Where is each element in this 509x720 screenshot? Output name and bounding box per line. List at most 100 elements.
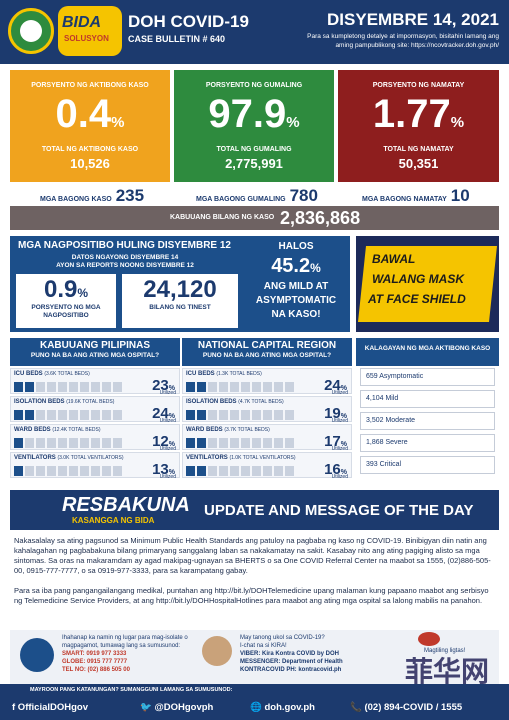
- bulletin-date: DISYEMBRE 14, 2021: [327, 10, 499, 29]
- bar-segment: [263, 382, 272, 392]
- bar-segment: [91, 438, 100, 448]
- bar-segment: [102, 466, 111, 476]
- bar-segment: [91, 466, 100, 476]
- bar-segment: [219, 410, 228, 420]
- bar-segment: [274, 410, 283, 420]
- bar-segment: [14, 438, 23, 448]
- bed-row: VENTILATORS (1.0K TOTAL VENTILATORS) 16% U…: [182, 452, 352, 480]
- bar-segment: [186, 382, 195, 392]
- bed-label: WARD BEDS (3.7K TOTAL BEDS): [186, 427, 270, 433]
- bar-segment: [230, 410, 239, 420]
- update-banner: RESBAKUNA KASANGGA NG BIDA UPDATE AND ME…: [10, 490, 499, 530]
- active-pct: 0.4%: [55, 92, 125, 136]
- new-deaths: MGA BAGONG NAMATAY 10: [362, 186, 470, 205]
- bida-logo: BIDA SOLUSYON: [58, 6, 122, 56]
- asymptomatic-callout: HALOS 45.2% ANG MILD AT ASYMPTOMATIC NA …: [255, 241, 337, 320]
- bar-segment: [69, 466, 78, 476]
- doh-logo-icon: [418, 632, 440, 646]
- bar-segment: [14, 382, 23, 392]
- bulletin-number: CASE BULLETIN # 640: [128, 34, 226, 44]
- website-link[interactable]: 🌐 doh.gov.ph: [250, 702, 315, 713]
- bar-segment: [113, 410, 122, 420]
- bed-label: ICU BEDS (3.6K TOTAL BEDS): [14, 371, 90, 377]
- active-total: 10,526: [70, 156, 110, 171]
- bar-segment: [263, 410, 272, 420]
- bed-label: WARD BEDS (12.4K TOTAL BEDS): [14, 427, 101, 433]
- one-covid-icon: [20, 638, 54, 672]
- bar-segment: [186, 410, 195, 420]
- footer-bar: f OfficialDOHgov 🐦 @DOHgovph 🌐 doh.gov.p…: [0, 696, 509, 720]
- bar-segment: [197, 438, 206, 448]
- bar-segment: [263, 438, 272, 448]
- severity-row: 3,502 Moderate: [360, 412, 495, 430]
- severity-row: 1,868 Severe: [360, 434, 495, 452]
- hotline-link[interactable]: 📞 (02) 894-COVID / 1555: [350, 702, 463, 713]
- bar-segment: [102, 410, 111, 420]
- facebook-link[interactable]: f OfficialDOHgov: [12, 702, 89, 713]
- update-paragraph-2: Para sa iba pang pangangailangang medika…: [14, 586, 489, 605]
- bar-segment: [230, 438, 239, 448]
- bar-segment: [208, 410, 217, 420]
- bar-segment: [208, 438, 217, 448]
- positivity-rate-card: 0.9% PORSYENTO NG MGA NAGPOSITIBO: [16, 274, 116, 328]
- bar-segment: [252, 438, 261, 448]
- bar-segment: [113, 438, 122, 448]
- utilization-bars: [186, 466, 302, 476]
- bar-segment: [241, 466, 250, 476]
- bar-segment: [186, 438, 195, 448]
- bed-label: ISOLATION BEDS (4.7K TOTAL BEDS): [186, 399, 284, 405]
- header-note: Para sa kumpletong detalye at impormasyo…: [307, 33, 499, 49]
- bar-segment: [36, 438, 45, 448]
- bed-row: WARD BEDS (12.4K TOTAL BEDS) 12% Utilized: [10, 424, 180, 452]
- bar-segment: [58, 438, 67, 448]
- bed-row: ISOLATION BEDS (19.6K TOTAL BEDS) 24% Util…: [10, 396, 180, 424]
- bar-segment: [102, 438, 111, 448]
- twitter-link[interactable]: 🐦 @DOHgovph: [140, 702, 214, 713]
- page-title: DOH COVID-19: [128, 12, 249, 31]
- bed-row: ICU BEDS (3.6K TOTAL BEDS) 23% Utilized: [10, 368, 180, 396]
- bed-row: ISOLATION BEDS (4.7K TOTAL BEDS) 19% Utili…: [182, 396, 352, 424]
- recovered-pct: 97.9%: [208, 92, 300, 136]
- globe-icon: 🌐: [250, 702, 265, 713]
- bar-segment: [241, 410, 250, 420]
- bar-segment: [208, 382, 217, 392]
- phone-icon: 📞: [350, 702, 365, 713]
- bar-segment: [69, 410, 78, 420]
- bar-segment: [80, 410, 89, 420]
- recovered-box: PORSYENTO NG GUMALING 97.9% TOTAL NG GUM…: [174, 70, 334, 182]
- bar-segment: [285, 410, 294, 420]
- bar-segment: [58, 410, 67, 420]
- bed-utilization-value: 17%: [324, 433, 347, 450]
- utilization-bars: [14, 410, 130, 420]
- bed-utilization-value: 12%: [152, 433, 175, 450]
- bar-segment: [219, 382, 228, 392]
- new-cases: MGA BAGONG KASO 235: [40, 186, 145, 205]
- bar-segment: [25, 382, 34, 392]
- header: BIDA SOLUSYON DOH COVID-19 CASE BULLETIN…: [0, 0, 509, 64]
- severity-row: 659 Asymptomatic: [360, 368, 495, 386]
- bar-segment: [91, 382, 100, 392]
- bar-segment: [58, 382, 67, 392]
- bed-utilization-value: 16%: [324, 461, 347, 478]
- bar-segment: [219, 438, 228, 448]
- utilization-bars: [14, 438, 130, 448]
- bar-segment: [186, 466, 195, 476]
- bar-segment: [252, 466, 261, 476]
- utilization-bars: [14, 466, 130, 476]
- bar-segment: [80, 466, 89, 476]
- update-title: UPDATE AND MESSAGE OF THE DAY: [204, 502, 474, 519]
- bar-segment: [197, 410, 206, 420]
- bed-label: ICU BEDS (1.3K TOTAL BEDS): [186, 371, 262, 377]
- bar-segment: [230, 382, 239, 392]
- bed-row: ICU BEDS (1.3K TOTAL BEDS) 24% Utilized: [182, 368, 352, 396]
- bar-segment: [274, 466, 283, 476]
- bar-segment: [263, 466, 272, 476]
- bar-segment: [102, 382, 111, 392]
- bar-segment: [58, 466, 67, 476]
- bar-segment: [252, 382, 261, 392]
- bed-row: WARD BEDS (3.7K TOTAL BEDS) 17% Utilized: [182, 424, 352, 452]
- bar-segment: [47, 382, 56, 392]
- bar-segment: [274, 382, 283, 392]
- new-recoveries: MGA BAGONG GUMALING 780: [196, 186, 318, 205]
- bar-segment: [241, 382, 250, 392]
